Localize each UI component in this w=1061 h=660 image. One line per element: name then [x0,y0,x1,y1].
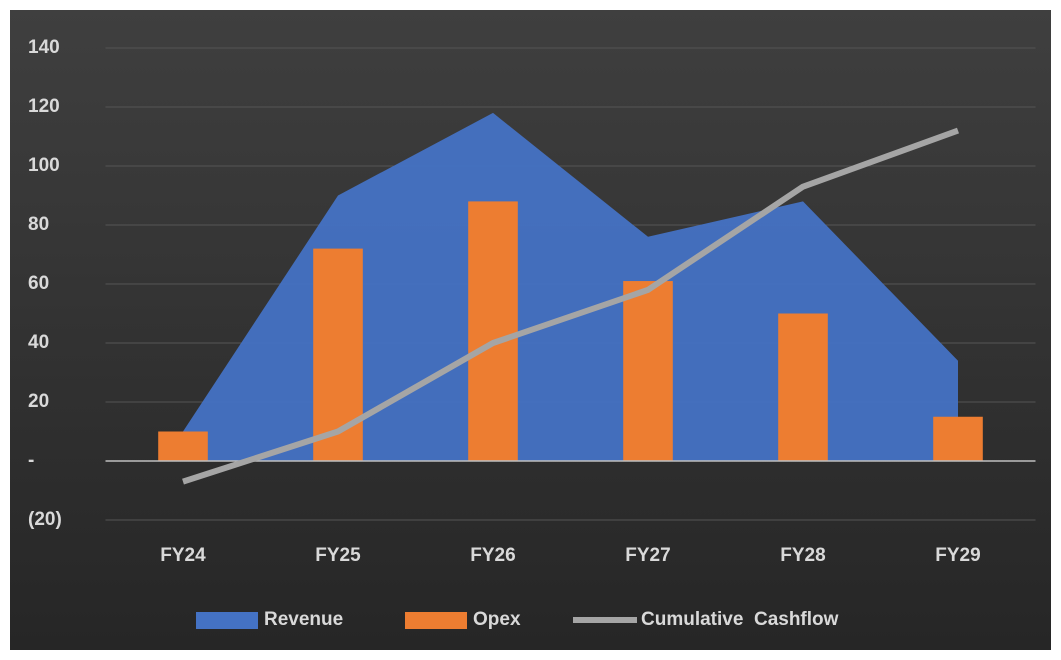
legend-label: Opex [473,609,521,630]
y-tick-label: 120 [28,96,60,117]
x-tick-label: FY28 [780,545,825,566]
legend-swatch [196,612,258,629]
area [183,112,958,462]
bar [468,201,518,461]
x-tick-label: FY27 [625,545,670,566]
y-tick-label: (20) [28,509,62,530]
y-tick-label: 60 [28,273,49,294]
bar [778,313,828,461]
y-tick-label: - [28,450,34,471]
legend-swatch [405,612,467,629]
x-tick-label: FY29 [935,545,980,566]
line [182,127,960,485]
bar [623,281,673,461]
bar [158,431,208,461]
x-tick-label: FY25 [315,545,361,566]
y-tick-label: 40 [28,332,49,353]
y-tick-label: 100 [28,155,60,176]
y-tick-label: 80 [28,214,49,235]
x-tick-label: FY26 [470,545,515,566]
legend-label: Cumulative Cashflow [641,609,839,630]
y-tick-label: 20 [28,391,49,412]
y-tick-label: 140 [28,37,60,58]
legend-label: Revenue [264,609,343,630]
x-tick-label: FY24 [160,545,206,566]
bar [313,248,363,461]
bar [933,416,983,461]
